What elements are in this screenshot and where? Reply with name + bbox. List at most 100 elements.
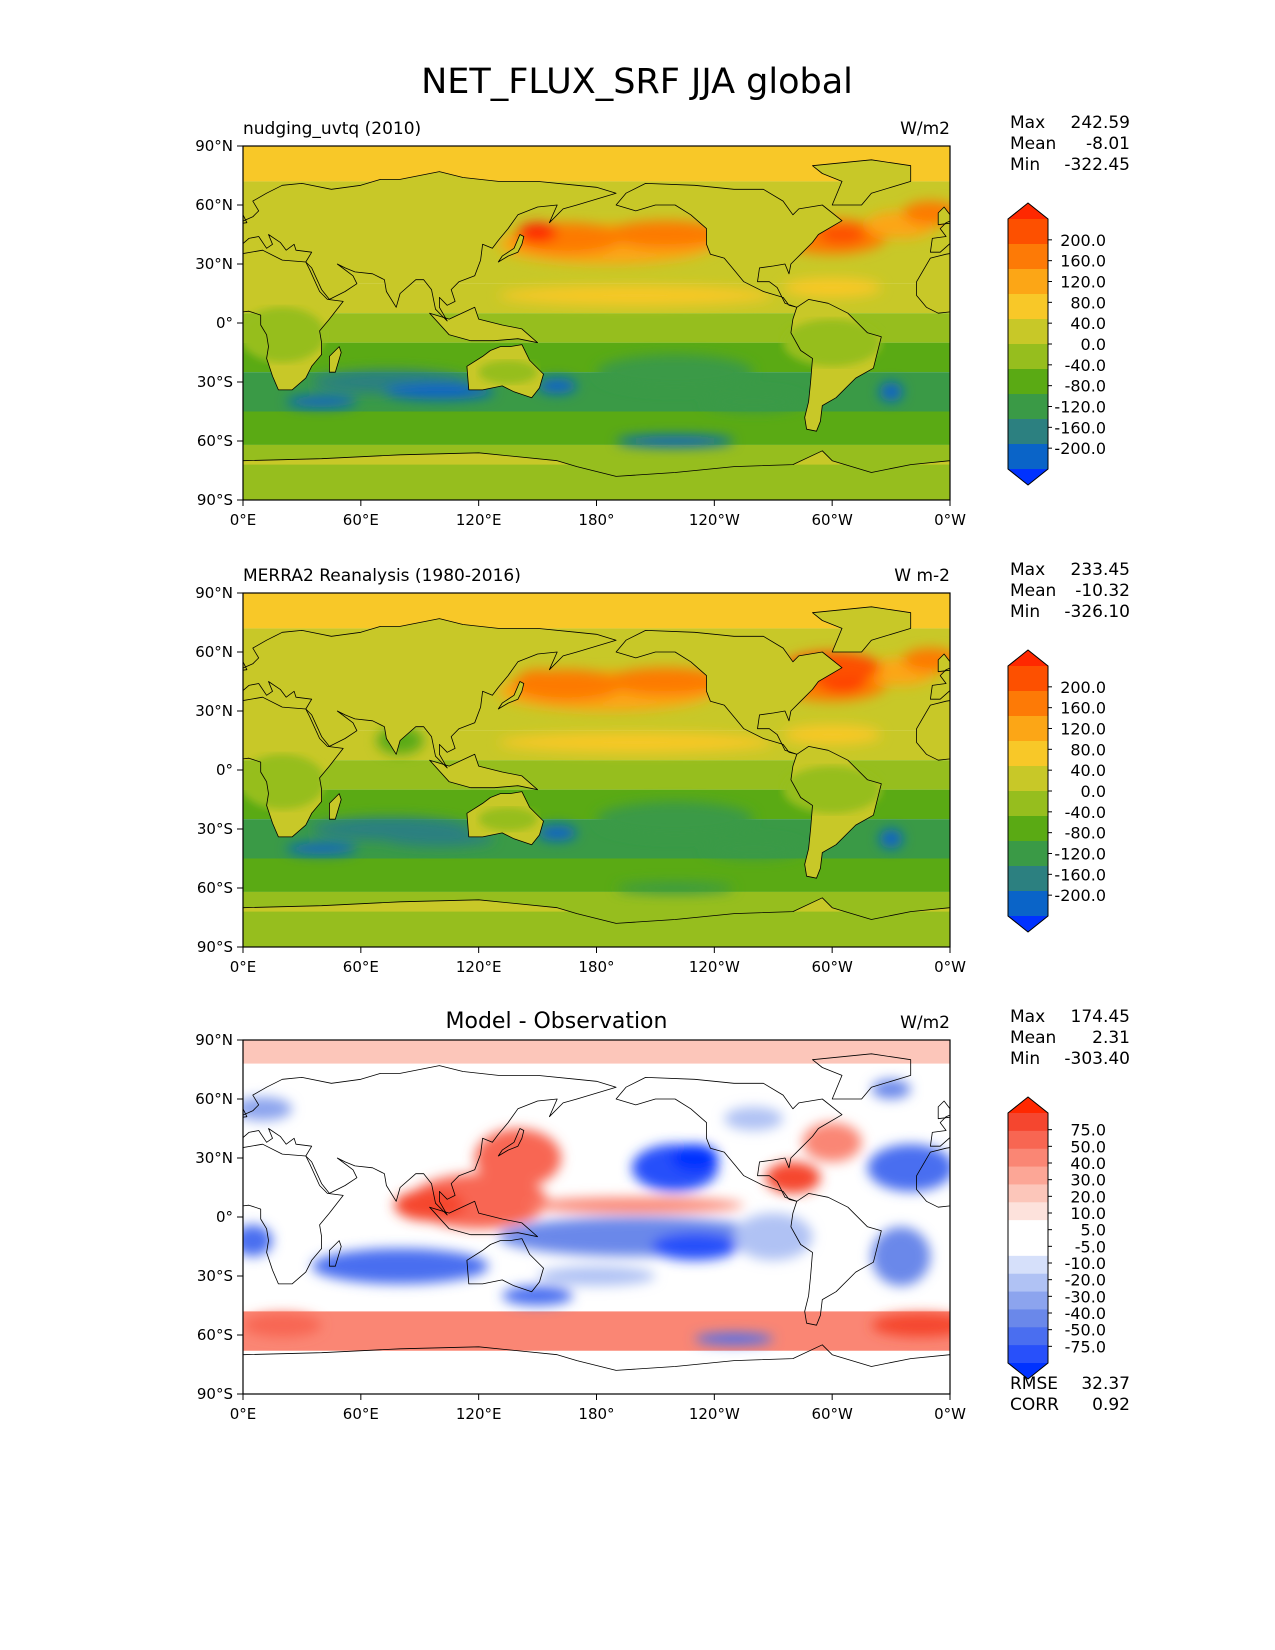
colorbar-tick-label: 80.0	[1070, 740, 1106, 759]
colorbar-segment	[1008, 891, 1048, 917]
coastline	[790, 299, 882, 432]
colorbar-tick-label: -40.0	[1065, 356, 1106, 375]
colorbar-tick-label: 80.0	[1070, 293, 1106, 312]
field-blob	[537, 1266, 656, 1286]
x-tick-label: 180°	[578, 1405, 614, 1423]
y-tick-label: 30°N	[195, 1149, 233, 1167]
y-tick-label: 90°N	[195, 1031, 233, 1049]
colorbar-segment	[1008, 1345, 1048, 1364]
colorbar-tick-label: -120.0	[1054, 845, 1106, 864]
x-tick-label: 120°E	[456, 1405, 502, 1423]
colorbar-tick-label: -50.0	[1065, 1321, 1106, 1340]
field-blob	[517, 669, 558, 690]
colorbar-tick-label: 160.0	[1060, 252, 1106, 271]
x-tick-label: 120°E	[456, 511, 502, 529]
x-tick-label: 120°W	[689, 511, 740, 529]
coastline	[615, 183, 843, 308]
stat-label: Mean	[1010, 134, 1056, 154]
stat-label: RMSE	[1010, 1374, 1058, 1394]
colorbar-segment	[1008, 419, 1048, 445]
colorbar-tick-label: 40.0	[1070, 1154, 1106, 1173]
y-tick-label: 0°	[216, 314, 233, 332]
y-tick-label: 90°N	[195, 584, 233, 602]
panel-reference: 0°E 60°E 120°E 180° 120°W 60°W 0°W 90°N 60°N 30°N…	[195, 560, 1130, 976]
x-tick-label: 120°E	[456, 958, 502, 976]
field-blob	[517, 222, 558, 243]
x-tick-label: 0°E	[230, 1405, 257, 1423]
field-blob	[384, 830, 495, 847]
colorbar-segment	[1008, 741, 1048, 767]
coastline	[466, 344, 544, 399]
y-tick-label: 30°S	[197, 373, 233, 391]
colorbar-tick-label: 50.0	[1070, 1137, 1106, 1156]
coastline	[243, 1143, 344, 1285]
stat-value: -322.45	[1064, 155, 1130, 175]
coastline	[937, 206, 950, 226]
colorbar-segment	[1008, 716, 1048, 742]
field-blob	[871, 1079, 911, 1099]
stat-label: Min	[1010, 1049, 1040, 1069]
colorbar-tick-label: 200.0	[1060, 231, 1106, 250]
field-blob	[537, 378, 577, 394]
coastline-layer	[243, 159, 950, 500]
field-blob	[606, 667, 725, 696]
stat-label: Mean	[1010, 581, 1056, 601]
colorbar-segment	[1008, 1220, 1048, 1239]
stat-value: -303.40	[1064, 1049, 1130, 1069]
colorbar-tick-label: -40.0	[1065, 803, 1106, 822]
land-region	[498, 234, 524, 262]
colorbar-segment	[1008, 1113, 1048, 1132]
colorbar-segment	[1008, 1273, 1048, 1293]
field-blob	[783, 277, 882, 298]
coastline	[329, 1240, 342, 1267]
colorbar-tick-label: 40.0	[1070, 761, 1106, 780]
colorbar-segment	[1008, 244, 1048, 270]
colorbar-tick-label: -75.0	[1065, 1337, 1106, 1356]
coastline	[812, 1053, 912, 1100]
y-tick-label: 30°S	[197, 1267, 233, 1285]
land-layer	[243, 159, 950, 500]
colorbar-tick-label: 40.0	[1070, 314, 1106, 333]
land-region	[243, 1358, 950, 1394]
colorbar-extend-max	[1008, 1097, 1048, 1113]
coastline	[937, 653, 950, 673]
field-blob	[384, 383, 495, 400]
stat-label: Min	[1010, 155, 1040, 175]
y-tick-label: 90°S	[197, 491, 233, 509]
x-tick-label: 0°E	[230, 958, 257, 976]
land-region	[616, 183, 842, 308]
colorbar-tick-label: -160.0	[1054, 418, 1106, 437]
colorbar-tick-label: 120.0	[1060, 720, 1106, 739]
field-blob	[243, 1097, 293, 1121]
field-band	[243, 1040, 950, 1064]
x-tick-label: 0°W	[934, 511, 966, 529]
field-blob	[616, 882, 734, 894]
colorbar-extend-min	[1008, 469, 1048, 485]
x-tick-label: 60°W	[811, 1405, 853, 1423]
coastline	[329, 346, 342, 373]
coastline	[615, 630, 843, 755]
coastline	[429, 306, 538, 344]
panel-units: W/m2	[900, 1013, 950, 1033]
y-tick-label: 60°S	[197, 879, 233, 897]
colorbar-segment	[1008, 791, 1048, 817]
land-region	[243, 618, 617, 768]
field-blob	[498, 285, 774, 306]
colorbar-tick-label: -20.0	[1065, 1271, 1106, 1290]
field-blob	[879, 829, 903, 849]
colorbar-extend-max	[1008, 650, 1048, 666]
colorbar-segment	[1008, 1130, 1048, 1150]
panel-units: W m-2	[894, 566, 950, 586]
colorbar-segment	[1008, 866, 1048, 892]
colorbar-segment	[1008, 444, 1048, 470]
stat-label: CORR	[1010, 1395, 1059, 1415]
stat-value: 174.45	[1071, 1007, 1130, 1027]
colorbar-tick-label: -30.0	[1065, 1287, 1106, 1306]
panel-units: W/m2	[900, 119, 950, 139]
field-layer	[243, 593, 950, 947]
field-blob	[879, 382, 903, 402]
y-tick-label: 60°N	[195, 643, 233, 661]
y-tick-label: 60°N	[195, 1090, 233, 1108]
field-blob	[871, 1226, 931, 1286]
coastline	[466, 1238, 544, 1293]
